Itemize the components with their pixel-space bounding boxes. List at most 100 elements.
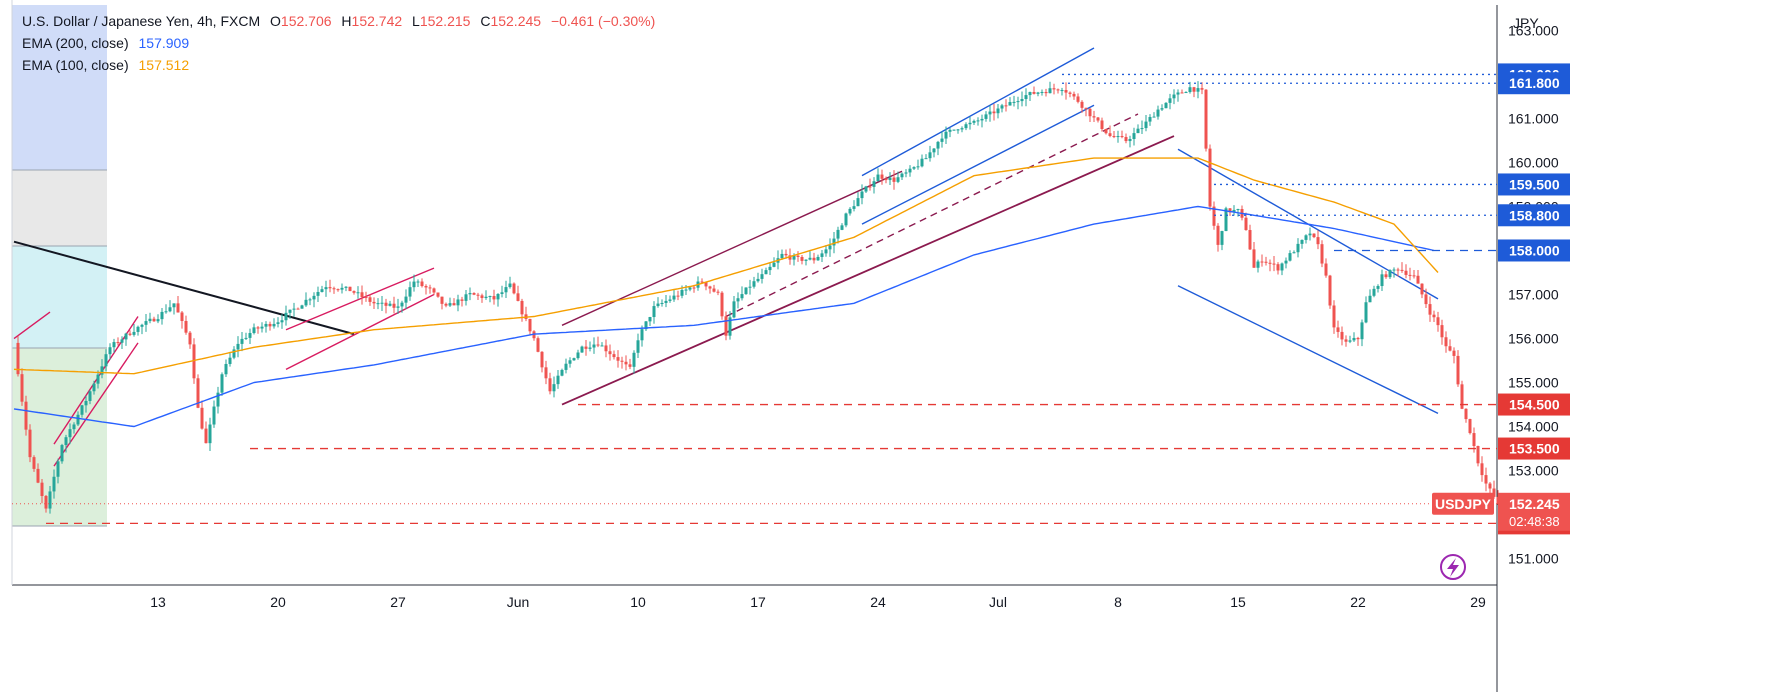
x-tick-label: 10 [630,594,646,610]
candle-body [1264,261,1268,263]
candle-body [228,357,232,364]
candle-body [924,158,928,160]
candle-body [180,312,184,321]
legend-ema200-row[interactable]: EMA (200, close) 157.909 [22,32,655,54]
x-tick-label: 8 [1114,594,1122,610]
badge-153.500-bg [1498,437,1570,460]
x-tick-label: 29 [1470,594,1486,610]
candle-body [724,316,728,336]
legend-low-label: L [412,13,420,29]
candle-body [296,308,300,310]
y-tick-label: 157.000 [1508,287,1559,303]
candle-body [712,288,716,292]
channel-mid-dashed [725,113,1139,318]
candle-body [160,311,164,320]
legend-ema200-label: EMA (200, close) [22,35,129,51]
candle-body [72,424,76,430]
candle-body [980,118,984,121]
candle-body [376,303,380,305]
candle-body [224,363,228,375]
candle-body [460,299,464,301]
legend-low: 152.215 [419,13,471,29]
falling-channel-lower [1177,285,1439,414]
candle-body [260,326,264,329]
candle-body [252,327,256,334]
candle-body [1124,137,1128,142]
candle-body [96,374,100,384]
candle-body [1036,92,1040,94]
candle-body [212,406,216,425]
candle-body [584,346,588,349]
candle-body [760,274,764,279]
candle-body [664,300,668,303]
candle-body [568,360,572,364]
candle-body [1212,206,1216,226]
candle-body [736,298,740,302]
candle-body [636,340,640,353]
candle-body [624,361,628,365]
candle-body [1040,91,1044,93]
candle-body [1192,87,1196,92]
candle-body [604,345,608,352]
x-tick-label: 22 [1350,594,1366,610]
candle-body [1372,288,1376,296]
badge-158.800: 158.800 [1509,207,1560,223]
candle-body [512,283,516,294]
candle-body [1424,294,1428,305]
candle-body [1356,337,1360,340]
candle-body [1080,101,1084,108]
candle-body [720,292,724,317]
candle-body [404,296,408,303]
candle-body [1436,317,1440,326]
candle-body [572,358,576,361]
replay-lightning-icon[interactable] [1440,554,1466,580]
candle-body [68,429,72,438]
candle-body [912,167,916,169]
candle-body [1276,264,1280,271]
candle-body [992,111,996,114]
candle-body [692,287,696,289]
candle-body [704,282,708,287]
candle-body [796,255,800,257]
candle-body [616,357,620,361]
black-trendline [13,240,355,336]
symbol-tag: USDJPY [1435,496,1492,512]
candle-body [920,158,924,167]
candle-body [348,286,352,292]
candle-body [996,108,1000,114]
candle-body [456,299,460,306]
candle-body [716,291,720,293]
candle-body [1016,101,1020,103]
candle-body [356,292,360,294]
candle-body [464,294,468,301]
candle-body [576,352,580,359]
candle-body [1392,269,1396,271]
candle-body [1056,89,1060,91]
candle-body [1208,148,1212,207]
candle-body [700,281,704,283]
candle-body [1104,129,1108,134]
candle-body [1452,350,1456,356]
candle-body [1252,249,1256,268]
y-tick-label: 161.000 [1508,110,1559,126]
candle-body [1088,108,1092,117]
legend-change: −0.461 (−0.30%) [550,13,656,29]
candle-body [1360,322,1364,340]
candle-body [844,213,848,226]
chart-legend: U.S. Dollar / Japanese Yen, 4h, FXCM O15… [22,10,655,76]
candle-body [1140,128,1144,130]
candle-body [660,302,664,304]
candle-body [272,323,276,327]
candle-body [492,296,496,300]
candle-body [364,297,368,299]
candle-body [564,363,568,370]
candle-body [680,289,684,296]
ema200-line [13,205,1435,428]
candle-body [44,495,48,509]
candle-body [284,312,288,321]
legend-ema100-row[interactable]: EMA (100, close) 157.512 [22,54,655,76]
candle-body [168,307,172,312]
candle-body [1148,117,1152,122]
candle-body [644,321,648,330]
